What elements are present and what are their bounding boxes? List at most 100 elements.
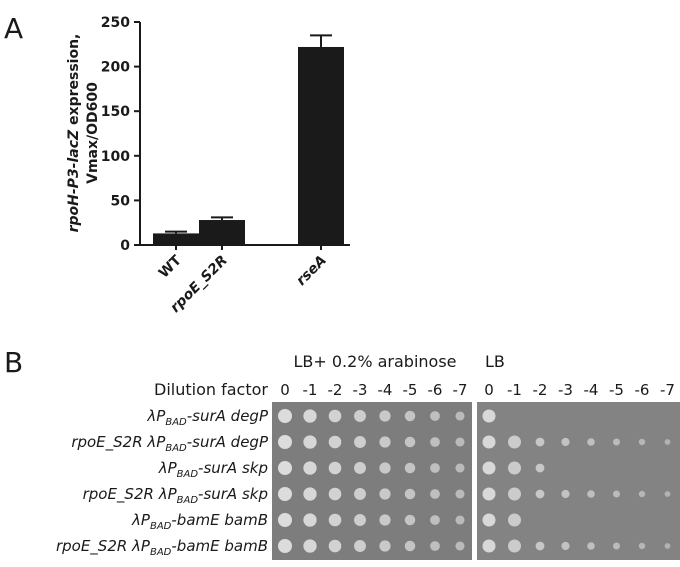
dilution-label: -2 xyxy=(328,381,343,399)
y-tick-label: 50 xyxy=(111,193,131,209)
row-label: λPBAD-surA skp xyxy=(158,459,268,480)
colony-spot xyxy=(508,513,521,527)
colony-spot xyxy=(404,462,416,474)
colony-spot xyxy=(278,487,292,501)
colony-spot xyxy=(354,436,366,448)
y-label-part: expression, xyxy=(66,34,82,130)
colony-spot xyxy=(455,437,465,447)
colony-spot xyxy=(482,539,496,553)
x-tick-label: WT xyxy=(156,252,185,281)
colony-spot xyxy=(328,539,342,553)
row-label-part: BAD xyxy=(165,443,187,454)
y-axis-label: Vmax/OD600 xyxy=(85,82,101,184)
row-label: rpoE_S2R λPBAD-surA degP xyxy=(71,433,269,454)
y-tick-label: 0 xyxy=(120,238,130,254)
dilution-label: -6 xyxy=(428,381,443,399)
colony-spot xyxy=(482,513,496,527)
colony-spot xyxy=(303,461,317,475)
row-label-part: rpoE_S2R λP xyxy=(56,537,151,556)
y-tick-label: 100 xyxy=(101,149,130,165)
x-tick-label: rseA xyxy=(293,253,329,289)
y-axis-label: rpoH-P3-lacZ expression, xyxy=(66,34,82,233)
colony-spot xyxy=(455,541,465,551)
column-header: LB xyxy=(485,352,505,371)
colony-spot xyxy=(508,461,521,475)
colony-spot xyxy=(482,487,496,501)
row-label-part: λP xyxy=(131,511,151,529)
colony-spot xyxy=(455,411,465,421)
dilution-label: -4 xyxy=(584,381,599,399)
colony-spot xyxy=(482,409,496,423)
colony-spot xyxy=(328,409,342,423)
dilution-label: -1 xyxy=(303,381,318,399)
colony-spot xyxy=(278,435,292,449)
colony-spot xyxy=(379,410,391,422)
row-label-part: BAD xyxy=(150,547,172,558)
row-label-part: λP xyxy=(146,407,166,425)
colony-spot xyxy=(430,489,440,499)
colony-spot xyxy=(379,462,391,474)
colony-spot xyxy=(379,488,391,500)
colony-spot xyxy=(404,410,416,422)
colony-spot xyxy=(379,436,391,448)
colony-spot xyxy=(455,489,465,499)
row-label-part: rpoE_S2R λP xyxy=(71,433,166,452)
y-tick-label: 250 xyxy=(101,15,130,31)
row-label: rpoE_S2R λPBAD-bamE bamB xyxy=(56,537,268,558)
colony-spot xyxy=(354,462,366,474)
colony-spot xyxy=(354,410,366,422)
y-tick-label: 150 xyxy=(101,104,130,120)
row-label: λPBAD-surA degP xyxy=(146,407,269,428)
row-label-part: -surA degP xyxy=(187,407,269,425)
bar xyxy=(298,46,344,246)
colony-spot xyxy=(535,463,545,473)
colony-spot xyxy=(535,489,545,499)
colony-spot xyxy=(430,541,440,551)
row-label-part: -surA degP xyxy=(187,433,269,451)
column-header: LB+ 0.2% arabinose xyxy=(293,352,456,371)
dilution-label: -7 xyxy=(453,381,468,399)
colony-spot xyxy=(482,461,496,475)
colony-spot xyxy=(561,541,570,551)
dilution-label: 0 xyxy=(484,381,494,399)
bar xyxy=(199,220,245,245)
colony-spot xyxy=(303,409,317,423)
colony-spot xyxy=(561,437,570,447)
y-label-part: rpoH-P3-lacZ xyxy=(66,129,82,232)
row-label-part: BAD xyxy=(177,495,199,506)
row-label-part: λP xyxy=(158,459,178,477)
dilution-label: -5 xyxy=(403,381,418,399)
colony-spot xyxy=(404,514,416,526)
dilution-label: -2 xyxy=(533,381,548,399)
colony-spot xyxy=(508,435,521,449)
colony-spot xyxy=(638,490,646,498)
row-label-part: -bamE bamB xyxy=(171,511,268,529)
row-label: λPBAD-bamE bamB xyxy=(131,511,268,532)
colony-spot xyxy=(430,463,440,473)
plate xyxy=(477,402,680,560)
colony-spot xyxy=(328,435,342,449)
colony-spot xyxy=(535,541,545,551)
colony-spot xyxy=(535,437,545,447)
row-label-part: -bamE bamB xyxy=(171,537,268,555)
colony-spot xyxy=(664,543,671,549)
colony-spot xyxy=(328,461,342,475)
row-label-part: rpoE_S2R λP xyxy=(83,485,178,504)
dilution-title: Dilution factor xyxy=(154,380,268,399)
colony-spot xyxy=(278,513,292,527)
dilution-label: -5 xyxy=(609,381,624,399)
colony-spot xyxy=(278,409,292,423)
colony-spot xyxy=(508,539,521,553)
colony-spot xyxy=(664,491,671,497)
dilution-label: -3 xyxy=(558,381,573,399)
colony-spot xyxy=(404,540,416,552)
colony-spot xyxy=(508,487,521,501)
colony-spot xyxy=(587,542,595,550)
dilution-label: -6 xyxy=(635,381,650,399)
colony-spot xyxy=(379,514,391,526)
dilution-label: -3 xyxy=(353,381,368,399)
colony-spot xyxy=(613,438,620,446)
row-label-part: -surA skp xyxy=(198,485,268,503)
colony-spot xyxy=(303,487,317,501)
row-label-part: -surA skp xyxy=(198,459,268,477)
